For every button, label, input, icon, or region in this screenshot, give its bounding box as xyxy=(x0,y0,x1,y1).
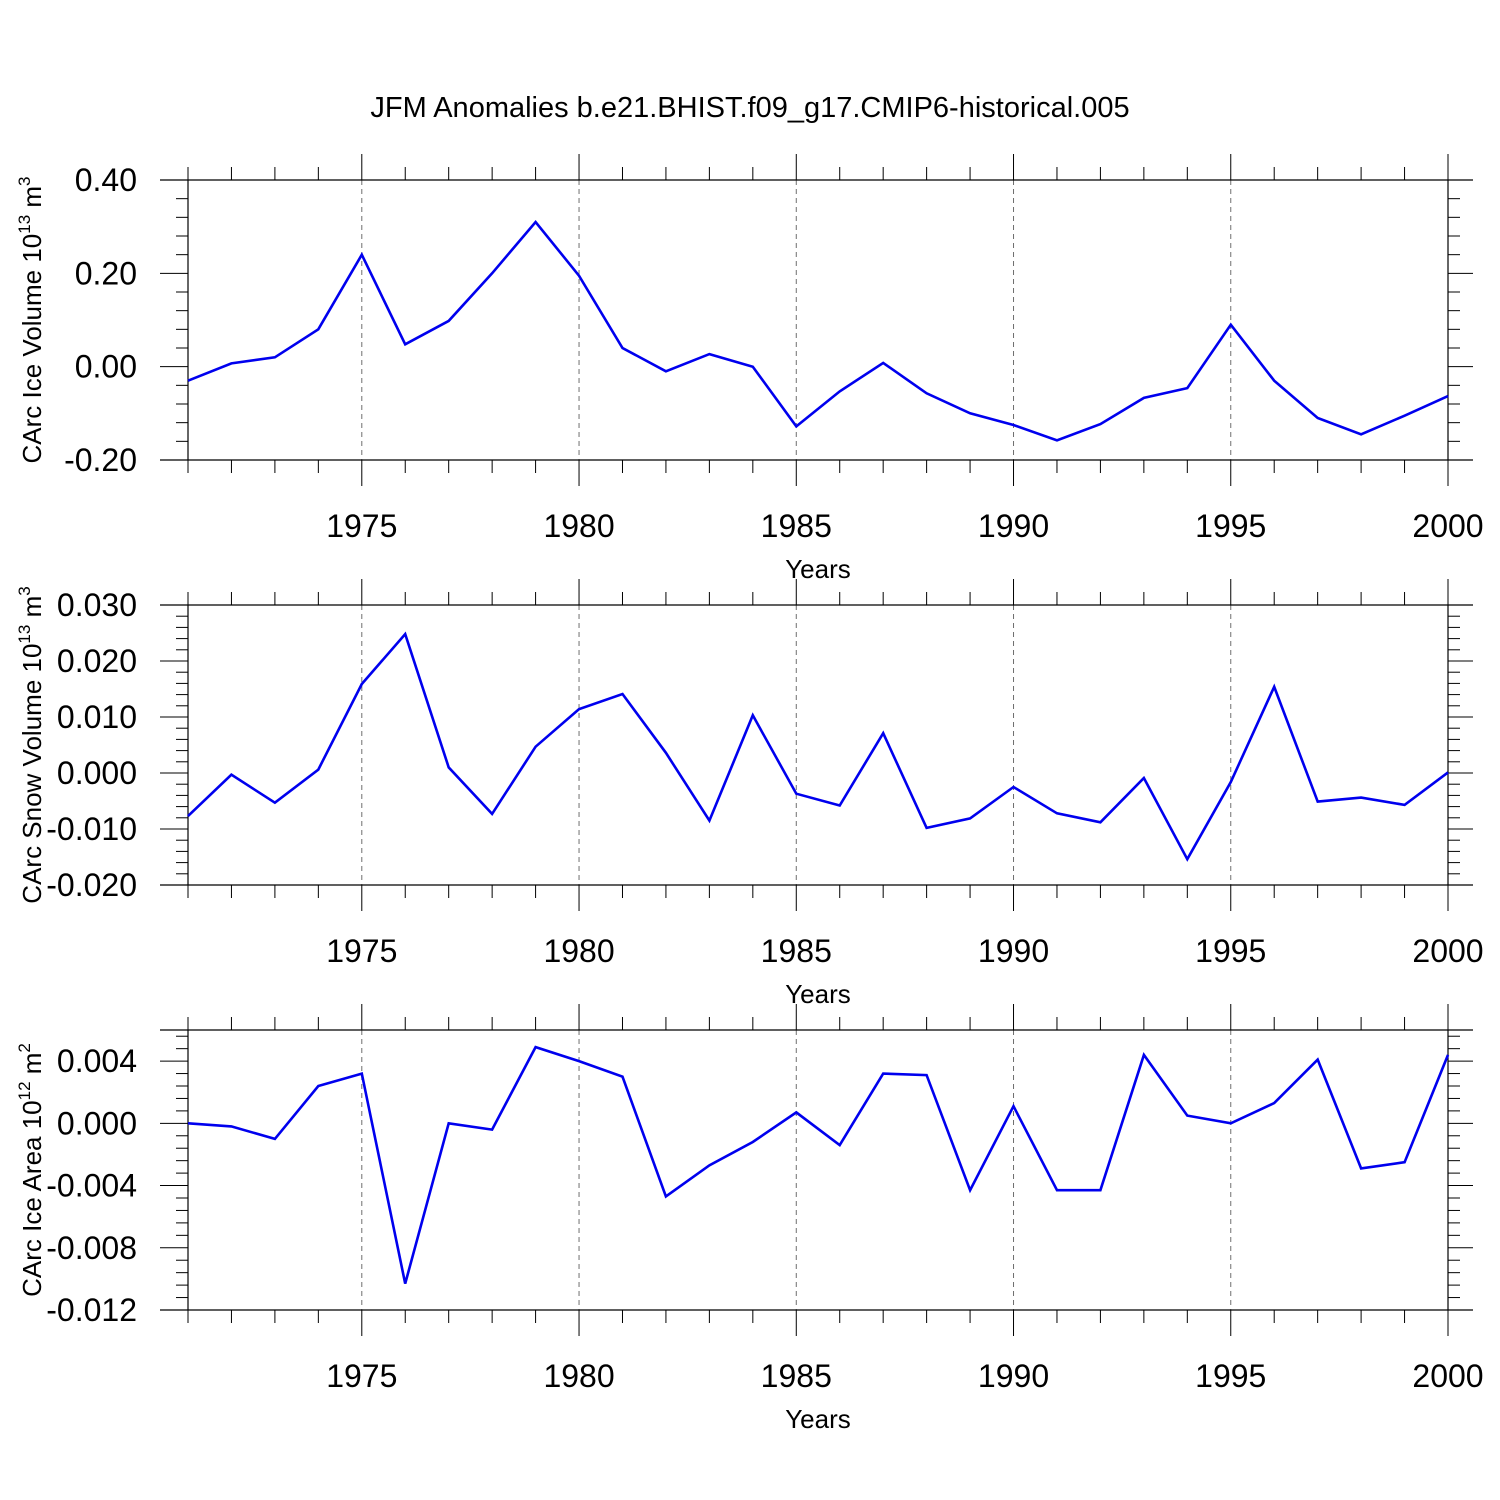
x-tick-label: 1980 xyxy=(543,508,614,544)
y-tick-label: -0.020 xyxy=(46,867,137,903)
series-line xyxy=(187,1045,1450,1284)
x-tick-label: 1980 xyxy=(543,933,614,969)
figure-title: JFM Anomalies b.e21.BHIST.f09_g17.CMIP6-… xyxy=(370,92,1129,124)
x-tick-label: 1995 xyxy=(1195,1358,1266,1394)
y-tick-label: -0.012 xyxy=(46,1292,137,1328)
x-axis-label: Years xyxy=(785,979,851,1009)
panel-3: -0.012 -0.008 -0.004 0.000 0.004 1975 1980 1985… xyxy=(15,1004,1484,1434)
series-line xyxy=(187,631,1449,862)
y-axis-label: CArc Ice Area 1012 m2 xyxy=(15,1043,47,1297)
y-axis-label-part: CArc Snow Volume 10 xyxy=(17,644,47,904)
x-tick-label: 2000 xyxy=(1412,1358,1483,1394)
x-tick-label: 1985 xyxy=(761,508,832,544)
y-axis-label-superscript: 13 xyxy=(15,215,34,234)
y-tick-label: 0.20 xyxy=(75,255,137,291)
x-axis-label: Years xyxy=(785,1404,851,1434)
y-tick-label: 0.000 xyxy=(57,755,137,791)
y-axis-label: CArc Ice Volume 1013 m3 xyxy=(15,176,47,463)
x-tick-label: 2000 xyxy=(1412,508,1483,544)
series-line xyxy=(187,219,1449,442)
y-axis-label-superscript: 2 xyxy=(15,1043,34,1052)
x-tick-label: 1980 xyxy=(543,1358,614,1394)
y-axis-label-superscript: 12 xyxy=(15,1081,34,1100)
x-tick-label: 2000 xyxy=(1412,933,1483,969)
y-tick-label: -0.008 xyxy=(46,1230,137,1266)
y-tick-label: 0.004 xyxy=(57,1043,137,1079)
y-tick-label: -0.004 xyxy=(46,1168,137,1204)
y-axis-label-superscript: 3 xyxy=(15,176,34,185)
x-tick-label: 1975 xyxy=(326,1358,397,1394)
x-tick-label: 1975 xyxy=(326,933,397,969)
y-axis-label-part: m xyxy=(17,1053,47,1082)
y-axis-label-superscript: 13 xyxy=(15,625,34,644)
x-tick-label: 1975 xyxy=(326,508,397,544)
y-axis-label: CArc Snow Volume 1013 m3 xyxy=(15,586,47,903)
y-tick-label: 0.40 xyxy=(75,162,137,198)
y-tick-label: 0.010 xyxy=(57,699,137,735)
x-tick-label: 1985 xyxy=(761,933,832,969)
x-axis-label: Years xyxy=(785,554,851,584)
y-tick-label: 0.030 xyxy=(57,587,137,623)
x-tick-label: 1995 xyxy=(1195,933,1266,969)
y-tick-label: 0.000 xyxy=(57,1105,137,1141)
y-tick-label: -0.010 xyxy=(46,811,137,847)
x-tick-label: 1985 xyxy=(761,1358,832,1394)
x-tick-label: 1995 xyxy=(1195,508,1266,544)
x-tick-label: 1990 xyxy=(978,1358,1049,1394)
y-axis-label-part: CArc Ice Volume 10 xyxy=(17,234,47,464)
y-axis-label-part: m xyxy=(17,186,47,215)
x-tick-label: 1990 xyxy=(978,933,1049,969)
y-tick-label: 0.020 xyxy=(57,643,137,679)
y-tick-label: -0.20 xyxy=(64,442,137,478)
panel-2: -0.020 -0.010 0.000 0.010 0.020 0.030 1975 1980… xyxy=(15,579,1484,1009)
panels: -0.20 0.00 0.20 0.40 1975 1980 1985 1990 1995 200… xyxy=(15,154,1484,1434)
x-tick-label: 1990 xyxy=(978,508,1049,544)
y-axis-label-part: CArc Ice Area 10 xyxy=(17,1100,47,1297)
y-axis-label-part: m xyxy=(17,596,47,625)
y-axis-label-superscript: 3 xyxy=(15,586,34,595)
panel-1: -0.20 0.00 0.20 0.40 1975 1980 1985 1990 1995 200… xyxy=(15,154,1484,584)
y-tick-label: 0.00 xyxy=(75,349,137,385)
